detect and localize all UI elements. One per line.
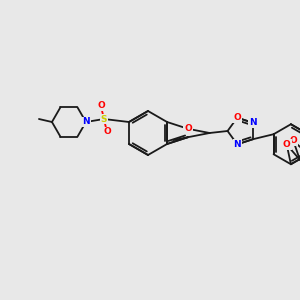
Text: O: O xyxy=(233,113,241,122)
Text: O: O xyxy=(290,136,297,145)
Text: N: N xyxy=(82,118,90,127)
Text: N: N xyxy=(233,140,241,149)
Text: N: N xyxy=(249,118,257,127)
Text: O: O xyxy=(97,101,105,110)
Text: O: O xyxy=(184,124,192,133)
Text: O: O xyxy=(103,128,111,136)
Text: S: S xyxy=(101,115,107,124)
Text: O: O xyxy=(283,140,291,149)
